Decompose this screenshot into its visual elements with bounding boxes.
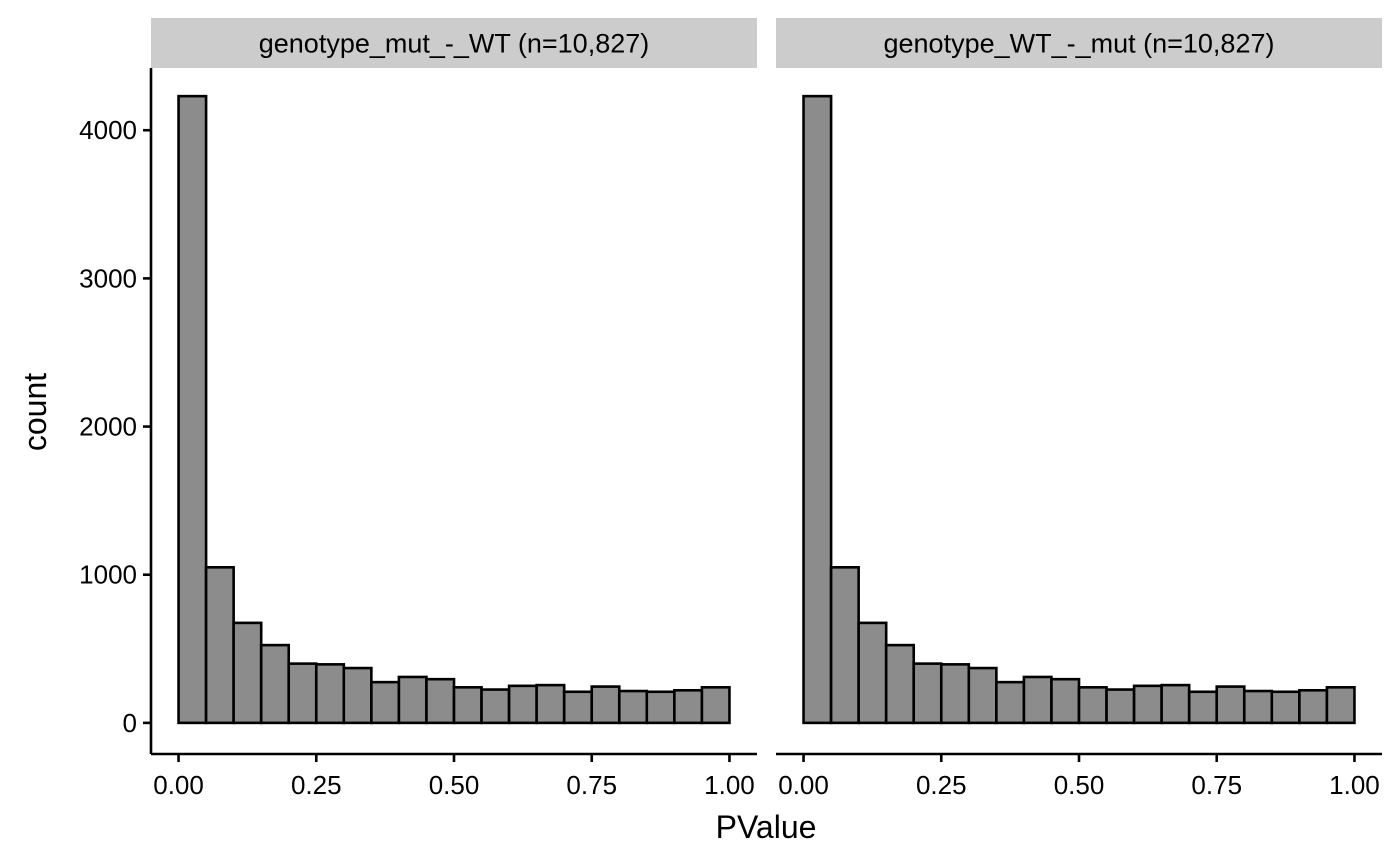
histogram-bar xyxy=(562,690,594,725)
y-tick-label: 4000 xyxy=(79,115,137,145)
histogram-bar xyxy=(177,94,208,725)
histogram-bar xyxy=(995,680,1026,725)
x-tick-label: 0.00 xyxy=(153,770,204,800)
facet-strip-label: genotype_WT_-_mut (n=10,827) xyxy=(884,29,1275,59)
histogram-bar xyxy=(1187,690,1219,725)
x-tick-label: 0.00 xyxy=(778,770,829,800)
histogram-bar xyxy=(425,677,456,725)
histogram-bar xyxy=(397,675,428,725)
histogram-bar xyxy=(1325,686,1356,725)
histogram-bar xyxy=(673,688,704,725)
histogram-bar xyxy=(342,666,373,725)
histogram-bar xyxy=(1298,688,1329,725)
histogram-bar xyxy=(590,685,621,725)
x-tick-label: 0.25 xyxy=(916,770,967,800)
facet-strip-background xyxy=(151,18,757,68)
histogram-bar xyxy=(802,94,833,725)
histogram-bar xyxy=(1242,689,1274,725)
panel-1: genotype_mut_-_WT (n=10,827) 0.00 0.25 0.50… xyxy=(79,18,757,800)
histogram-bar xyxy=(452,686,483,725)
y-tick-label: 3000 xyxy=(79,263,137,293)
facet-strip-background xyxy=(776,18,1382,68)
histogram-bar xyxy=(480,688,511,725)
histogram-bar xyxy=(1050,677,1081,725)
y-tick-label: 0 xyxy=(123,708,137,738)
histogram-bar xyxy=(857,621,888,725)
x-tick-label: 0.25 xyxy=(291,770,342,800)
histogram-bar xyxy=(1160,683,1191,725)
histogram-bar xyxy=(507,684,538,725)
histogram-bar xyxy=(700,686,731,725)
panel-2: genotype_WT_-_mut (n=10,827) 0.00 0.25 0.50… xyxy=(776,18,1382,800)
histogram-bar xyxy=(912,662,943,725)
x-tick-label: 1.00 xyxy=(704,770,755,800)
histogram-bar xyxy=(204,566,235,725)
histogram-bar xyxy=(314,663,346,725)
y-tick-label: 2000 xyxy=(79,412,137,442)
bars xyxy=(802,94,1356,725)
histogram-bar xyxy=(535,683,566,725)
x-tick-label: 0.75 xyxy=(1191,770,1242,800)
panels-layer: genotype_mut_-_WT (n=10,827) 0.00 0.25 0.50… xyxy=(79,18,1382,800)
histogram-bar xyxy=(617,689,649,725)
x-tick-label: 0.50 xyxy=(429,770,480,800)
histogram-bar xyxy=(1132,684,1163,725)
y-tick-label: 1000 xyxy=(79,560,137,590)
histogram-bar xyxy=(1105,688,1136,725)
histogram-bar xyxy=(1215,685,1246,725)
histogram-bar xyxy=(1077,686,1108,725)
histogram-bar xyxy=(287,662,318,725)
x-tick-label: 0.50 xyxy=(1054,770,1105,800)
x-axis-title: PValue xyxy=(716,809,817,845)
histogram-bar xyxy=(1022,675,1053,725)
histogram-bar xyxy=(939,663,971,725)
x-tick-label: 1.00 xyxy=(1329,770,1380,800)
histogram-bar xyxy=(370,680,401,725)
histogram-bar xyxy=(884,643,916,725)
y-axis-title: count xyxy=(17,373,53,451)
histogram-bar xyxy=(259,643,291,725)
histogram-bar xyxy=(1270,690,1301,725)
histogram-bar xyxy=(829,566,860,725)
bars xyxy=(177,94,731,725)
facet-strip-label: genotype_mut_-_WT (n=10,827) xyxy=(259,29,650,59)
histogram-bar xyxy=(967,666,998,725)
histogram-bar xyxy=(645,690,676,725)
histogram-bar xyxy=(232,621,263,725)
x-tick-label: 0.75 xyxy=(566,770,617,800)
